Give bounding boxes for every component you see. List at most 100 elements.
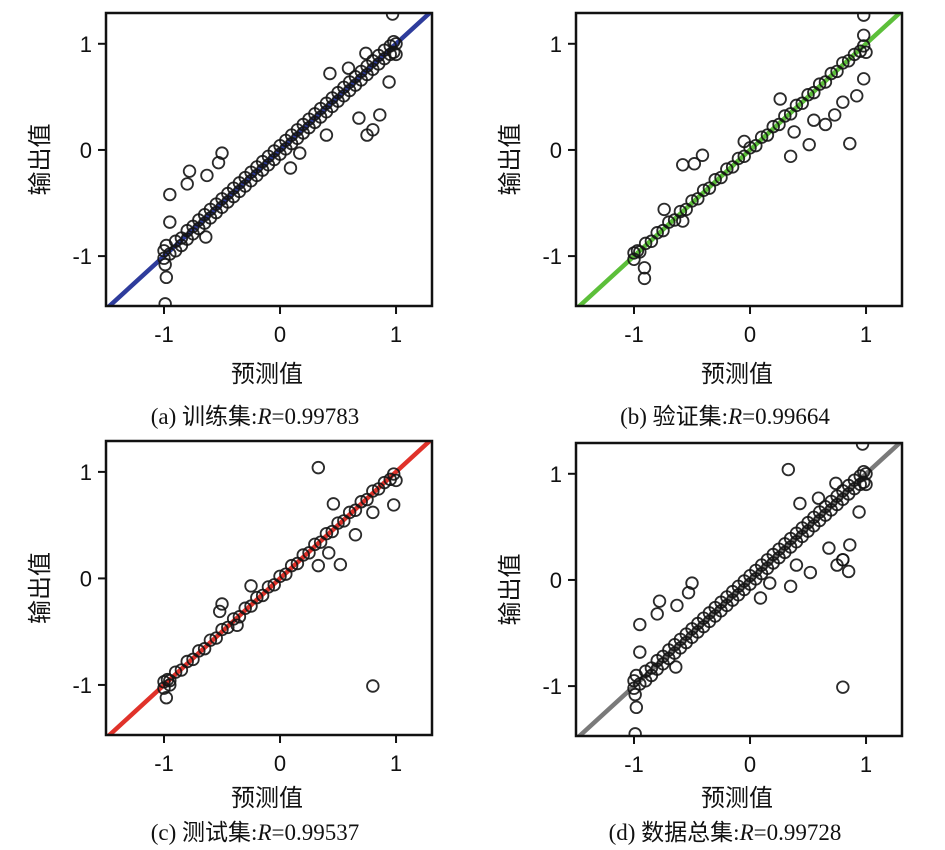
data-point <box>737 134 751 149</box>
data-point <box>696 183 711 197</box>
data-point <box>669 660 683 674</box>
data-point <box>319 128 334 142</box>
data-point <box>811 491 826 505</box>
y-tick-label: 0 <box>80 566 92 591</box>
data-point <box>763 576 777 590</box>
data-point <box>212 604 227 619</box>
data-point <box>323 66 337 81</box>
data-point <box>326 497 341 511</box>
data-point <box>859 477 873 492</box>
x-tick-label: 0 <box>274 751 286 776</box>
data-point <box>841 564 856 579</box>
y-tick-label: 0 <box>550 568 562 593</box>
data-point <box>311 558 326 573</box>
x-axis-label: 预测值 <box>701 360 773 388</box>
data-point <box>708 172 722 187</box>
data-point <box>199 230 213 244</box>
data-point <box>836 680 850 694</box>
data-point <box>843 136 857 151</box>
data-point <box>250 590 264 605</box>
data-point <box>373 108 387 122</box>
plot-area <box>106 441 432 735</box>
y-axis-label: 输出值 <box>496 124 524 196</box>
data-point <box>387 467 401 481</box>
data-point <box>200 168 214 183</box>
data-point <box>382 75 396 89</box>
x-tick-label: 0 <box>744 752 756 777</box>
data-point <box>657 202 671 217</box>
y-tick-label: 0 <box>80 138 92 163</box>
data-point <box>633 617 647 632</box>
x-axis-label: 预测值 <box>701 784 773 812</box>
caption-r-symbol: R <box>256 404 271 429</box>
data-point <box>807 113 821 127</box>
y-tick-label: -1 <box>542 244 562 269</box>
panel-caption: (d) 数据总集:R=0.99728 <box>609 820 842 845</box>
plot-frame <box>574 11 904 308</box>
data-point <box>857 72 871 86</box>
data-point <box>650 607 664 621</box>
data-point <box>283 161 298 175</box>
scatter-panel: -1 0 1 -1 0 1 预测值 输出值 (d) 数据总集:R=0.99728 <box>496 441 904 845</box>
y-tick-label: 0 <box>550 138 562 163</box>
y-tick-label: -1 <box>72 244 92 269</box>
y-axis-label: 输出值 <box>26 552 54 624</box>
x-axis-label: 预测值 <box>231 784 303 812</box>
data-point <box>695 148 710 162</box>
panel-caption: (a) 训练集:R=0.99783 <box>151 404 359 429</box>
data-point <box>284 558 299 573</box>
scatter-panel: -1 0 1 -1 0 1 预测值 输出值 (c) 测试集:R=0.99537 <box>26 439 434 845</box>
data-point <box>824 66 838 81</box>
x-tick-label: -1 <box>154 322 174 347</box>
data-point <box>685 194 699 208</box>
caption-label: (b) 验证集: <box>620 404 728 429</box>
data-point <box>857 13 871 22</box>
x-axis-label: 预测值 <box>231 360 303 388</box>
data-point <box>293 146 307 160</box>
data-point <box>829 476 843 491</box>
data-point <box>308 537 322 552</box>
data-point <box>676 214 690 228</box>
x-tick-label: -1 <box>624 752 644 777</box>
data-point <box>850 89 864 103</box>
data-point <box>852 505 866 519</box>
data-point <box>180 654 194 669</box>
caption-r-symbol: R <box>739 820 754 845</box>
scatter-panel: -1 0 1 -1 0 1 预测值 输出值 (b) 验证集:R=0.99664 <box>496 11 904 429</box>
data-point <box>812 77 827 91</box>
data-point <box>802 137 816 152</box>
data-point <box>818 117 833 132</box>
data-point <box>836 553 850 567</box>
data-point <box>322 546 336 560</box>
data-point <box>159 270 174 285</box>
caption-label: (a) 训练集: <box>151 404 258 429</box>
data-point <box>366 505 380 520</box>
data-point <box>319 526 334 541</box>
data-point <box>273 569 287 583</box>
data-point <box>366 123 380 137</box>
data-point <box>244 579 258 593</box>
data-point <box>766 119 780 134</box>
plot-frame <box>104 11 434 308</box>
data-point <box>633 645 647 659</box>
caption-label: (c) 测试集: <box>151 820 258 845</box>
data-point <box>638 236 653 251</box>
x-tick-label: 1 <box>390 322 402 347</box>
data-point <box>836 56 850 70</box>
data-point <box>159 691 174 705</box>
data-point <box>342 505 357 520</box>
data-point <box>781 462 796 477</box>
data-point <box>311 460 326 475</box>
data-point <box>387 498 401 512</box>
data-point <box>158 297 172 306</box>
data-point <box>857 28 871 42</box>
data-point <box>650 226 664 240</box>
data-point <box>637 271 652 286</box>
data-point <box>238 601 252 615</box>
data-point <box>389 473 403 488</box>
data-point <box>226 612 241 626</box>
data-point <box>628 727 642 736</box>
data-point <box>681 585 696 600</box>
data-point <box>670 598 684 613</box>
